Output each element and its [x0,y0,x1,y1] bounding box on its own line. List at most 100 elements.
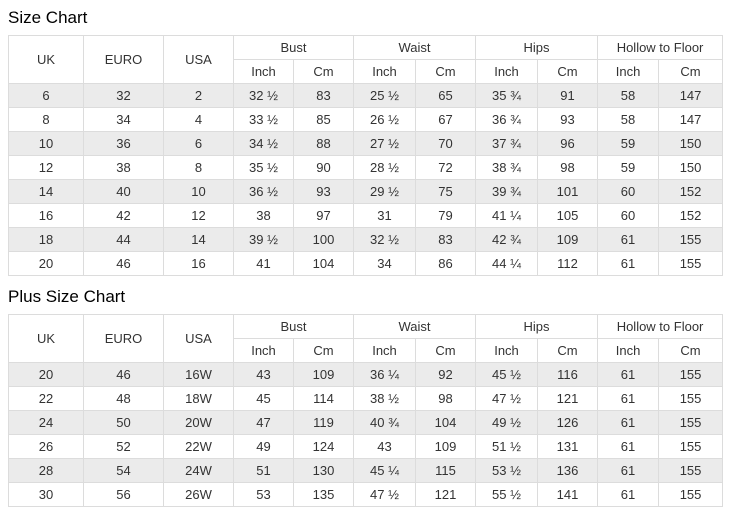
data-cell: 31 [353,203,417,228]
data-cell: 16 [163,251,234,276]
data-cell: 86 [415,251,477,276]
header-cell-unit: Cm [292,338,355,363]
header-cell-group: Hollow to Floor [597,35,724,60]
data-cell: 136 [537,458,599,483]
data-cell: 115 [415,458,477,483]
data-cell: 16 [8,203,84,228]
data-cell: 27 ½ [353,131,417,156]
header-cell: EURO [83,35,164,84]
data-cell: 53 [233,482,294,507]
table-row: 12 38 8 35 ½ 90 28 ½ 72 38 ¾ 98 59 150 [8,155,724,180]
data-cell: 109 [292,362,355,387]
data-cell: 29 ½ [353,179,417,204]
table-row: 18 44 14 39 ½ 100 32 ½ 83 42 ¾ 109 61 155 [8,227,724,252]
data-cell: 43 [233,362,294,387]
data-cell: 135 [292,482,355,507]
data-cell: 112 [537,251,599,276]
data-cell: 152 [658,203,724,228]
data-cell: 39 ¾ [475,179,539,204]
plus-size-chart-table: UK EURO USA Bust Waist Hips Hollow to Floor Inc… [8,314,724,507]
data-cell: 40 [83,179,164,204]
data-cell: 28 ½ [353,155,417,180]
data-cell: 36 ½ [233,179,294,204]
header-cell-group: Hollow to Floor [597,314,724,339]
table-row: 8 34 4 33 ½ 85 26 ½ 67 36 ¾ 93 58 147 [8,107,724,132]
data-cell: 130 [292,458,355,483]
data-cell: 61 [597,251,660,276]
data-cell: 85 [292,107,355,132]
data-cell: 121 [415,482,477,507]
data-cell: 45 [233,386,294,411]
data-cell: 61 [597,458,660,483]
data-cell: 18 [8,227,84,252]
data-cell: 105 [537,203,599,228]
data-cell: 147 [658,83,724,108]
data-cell: 56 [83,482,164,507]
data-cell: 30 [8,482,84,507]
data-cell: 35 ½ [233,155,294,180]
header-cell-group: Bust [232,35,355,60]
data-cell: 14 [163,227,234,252]
data-cell: 155 [658,386,724,411]
data-cell: 100 [292,227,355,252]
data-cell: 65 [415,83,477,108]
data-cell: 59 [597,155,660,180]
data-cell: 72 [415,155,477,180]
data-cell: 47 [233,410,294,435]
data-cell: 54 [83,458,164,483]
data-cell: 37 ¾ [475,131,539,156]
data-cell: 20 [8,251,84,276]
data-cell: 109 [537,227,599,252]
data-cell: 131 [537,434,599,459]
header-cell: USA [163,35,234,84]
header-cell-group: Waist [353,314,477,339]
data-cell: 34 ½ [233,131,294,156]
header-cell: EURO [83,314,164,363]
data-cell: 41 ¼ [475,203,539,228]
size-chart-body: 6 32 2 32 ½ 83 25 ½ 65 35 ¾ 91 58 147 8 34 4 33 ½ 85 26 … [8,83,724,276]
header-cell-group: Hips [475,314,599,339]
header-cell: UK [8,35,84,84]
data-cell: 12 [8,155,84,180]
header-row-groups: UK EURO USA Bust Waist Hips Hollow to Floor [8,314,724,363]
data-cell: 22W [163,434,234,459]
data-cell: 6 [8,83,84,108]
data-cell: 53 ½ [475,458,539,483]
data-cell: 119 [292,410,355,435]
data-cell: 38 [83,155,164,180]
data-cell: 14 [8,179,84,204]
data-cell: 49 [233,434,294,459]
data-cell: 83 [415,227,477,252]
data-cell: 44 [83,227,164,252]
plus-size-chart-header: UK EURO USA Bust Waist Hips Hollow to Floor Inc… [8,314,724,363]
data-cell: 22 [8,386,84,411]
data-cell: 155 [658,227,724,252]
header-cell-unit: Inch [233,59,294,84]
data-cell: 98 [537,155,599,180]
data-cell: 47 ½ [475,386,539,411]
table-row: 20 46 16 41 104 34 86 44 ¼ 112 61 155 [8,251,724,276]
table-row: 22 48 18W 45 114 38 ½ 98 47 ½ 121 61 155 [8,386,724,411]
data-cell: 93 [537,107,599,132]
table-row: 14 40 10 36 ½ 93 29 ½ 75 39 ¾ 101 60 152 [8,179,724,204]
data-cell: 155 [658,410,724,435]
data-cell: 8 [8,107,84,132]
size-chart-title: Size Chart [8,8,88,27]
data-cell: 45 ½ [475,362,539,387]
header-row-units: Inch Cm Inch Cm Inch Cm Inch Cm [9,59,724,84]
data-cell: 59 [597,131,660,156]
data-cell: 20 [8,362,84,387]
header-cell-unit: Inch [353,338,417,363]
data-cell: 18W [163,386,234,411]
data-cell: 45 ¼ [353,458,417,483]
data-cell: 79 [415,203,477,228]
data-cell: 61 [597,482,660,507]
header-cell-unit: Cm [292,59,355,84]
header-cell-unit: Cm [658,338,724,363]
data-cell: 35 ¾ [475,83,539,108]
data-cell: 34 [353,251,417,276]
data-cell: 152 [658,179,724,204]
data-cell: 58 [597,107,660,132]
data-cell: 41 [233,251,294,276]
table-row: 26 52 22W 49 124 43 109 51 ½ 131 61 155 [8,434,724,459]
